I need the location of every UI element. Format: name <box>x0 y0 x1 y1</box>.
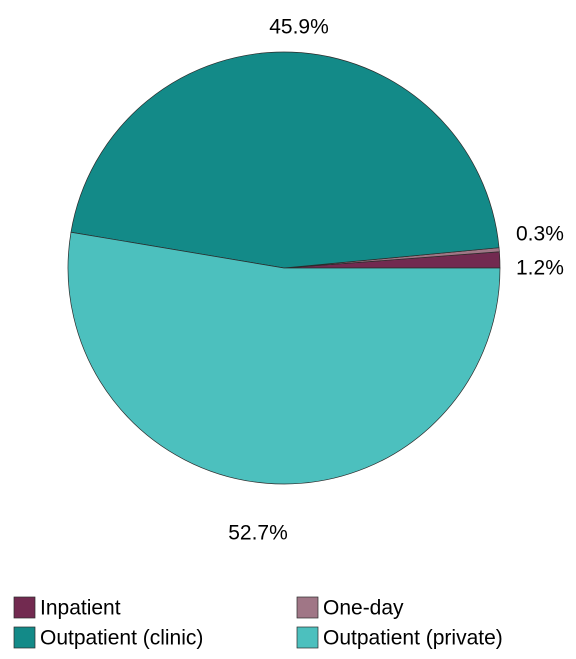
pie-slice-outpatient-clinic <box>70 51 500 269</box>
legend-swatch-inpatient <box>13 596 36 619</box>
legend: Inpatient One-day Outpatient (clinic) Outpa… <box>13 596 503 650</box>
value-label-one-day: 0.3% <box>516 223 564 246</box>
pie-slice-outpatient-private <box>67 231 501 485</box>
pie-value-labels: 1.2% 0.3% 45.9% 52.7% <box>228 16 564 545</box>
legend-label-outpatient-clinic: Outpatient (clinic) <box>40 627 203 650</box>
legend-swatch-one-day <box>296 596 319 619</box>
value-label-inpatient: 1.2% <box>516 257 564 280</box>
legend-label-outpatient-private: Outpatient (private) <box>323 627 503 650</box>
legend-item-inpatient: Inpatient <box>13 596 121 620</box>
legend-swatch-outpatient-private <box>296 626 319 649</box>
value-label-outpatient-clinic: 45.9% <box>269 16 329 39</box>
legend-item-one-day: One-day <box>296 596 404 620</box>
pie-slices <box>67 51 501 485</box>
value-label-outpatient-private: 52.7% <box>228 522 288 545</box>
legend-item-outpatient-clinic: Outpatient (clinic) <box>13 626 203 650</box>
legend-label-inpatient: Inpatient <box>40 597 121 620</box>
legend-item-outpatient-private: Outpatient (private) <box>296 626 503 650</box>
legend-swatch-outpatient-clinic <box>13 626 36 649</box>
legend-label-one-day: One-day <box>323 597 404 620</box>
